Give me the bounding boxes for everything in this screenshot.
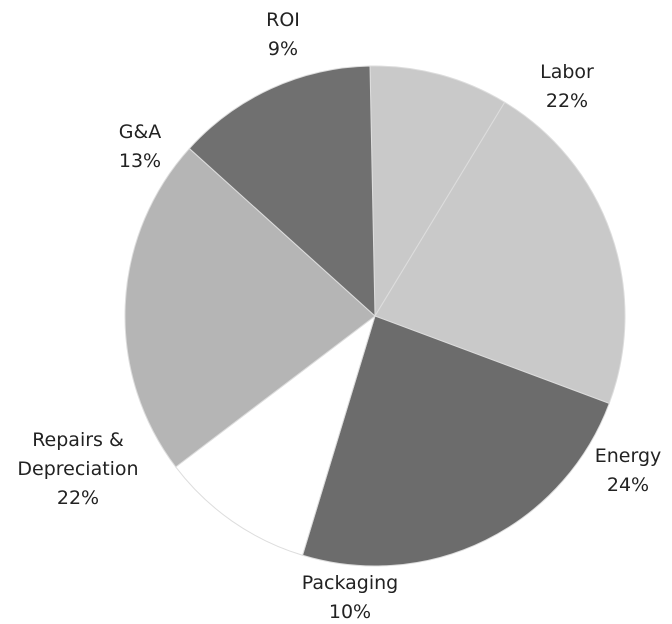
slice-value: 13%	[118, 150, 162, 172]
slice-label: Energy	[594, 445, 662, 467]
slice-value: 22%	[56, 487, 100, 509]
slice-value: 24%	[606, 474, 650, 496]
slice-label: ROI	[266, 9, 300, 31]
slice-label: Labor	[540, 61, 594, 83]
pie-slice	[369, 65, 506, 318]
pie-slice	[301, 315, 610, 567]
pie-slice	[124, 147, 376, 468]
pie-slice	[175, 314, 376, 556]
slice-label: G&A	[118, 121, 162, 143]
slice-value: 22%	[545, 90, 589, 112]
slice-label: Repairs & Depreciation	[17, 429, 139, 480]
pie-slice	[188, 65, 376, 318]
pie-slice	[374, 101, 626, 405]
slice-label: Packaging	[301, 572, 399, 594]
slice-value: 9%	[267, 38, 299, 60]
slice-value: 10%	[328, 601, 372, 623]
